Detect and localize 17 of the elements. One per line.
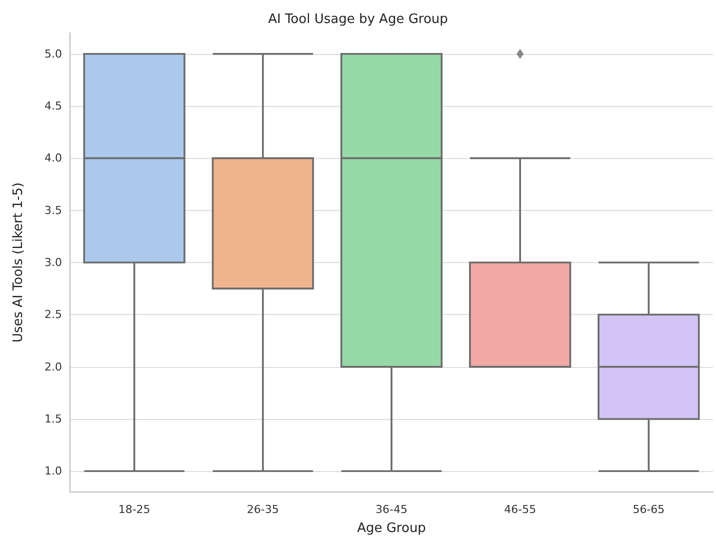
- y-tick-label: 2.0: [44, 360, 62, 374]
- chart-title: AI Tool Usage by Age Group: [268, 12, 448, 27]
- y-tick-label: 3.0: [44, 256, 62, 269]
- y-axis-title: Uses AI Tools (Likert 1-5): [11, 182, 26, 343]
- x-tick-label: 36-45: [376, 503, 408, 516]
- y-tick-label: 2.5: [44, 308, 62, 322]
- y-tick-label: 4.5: [44, 100, 62, 113]
- y-tick-label: 1.0: [44, 464, 62, 478]
- x-tick-label: 56-65: [632, 503, 665, 516]
- y-tick-label: 5.0: [44, 47, 62, 60]
- y-tick-label: 3.5: [44, 204, 62, 217]
- y-tick-label: 1.5: [44, 412, 62, 426]
- y-tick-label: 4.0: [44, 152, 62, 165]
- x-tick-label: 18-25: [118, 503, 150, 516]
- x-tick-label: 26-35: [246, 503, 279, 516]
- x-tick-label: 46-55: [504, 503, 536, 516]
- x-axis-title: Age Group: [357, 521, 426, 536]
